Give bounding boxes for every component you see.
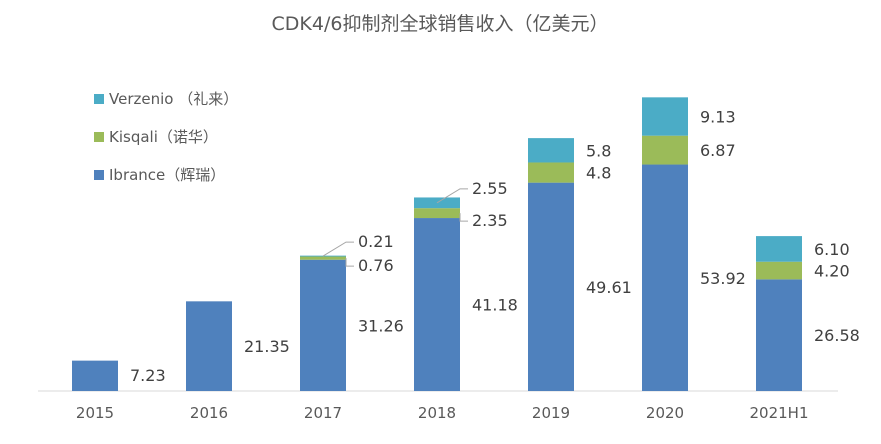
legend-label-1: Kisqali（诺华） — [109, 128, 218, 146]
data-label-2020-series-0: 53.92 — [700, 269, 746, 288]
bar-2017-series-0 — [300, 259, 346, 391]
legend-swatch-0 — [94, 94, 104, 104]
legend-label-2: Ibrance（辉瑞） — [109, 166, 225, 184]
data-label-2015-series-0: 7.23 — [130, 366, 166, 385]
legend-swatch-2 — [94, 170, 104, 180]
x-tick-2019: 2019 — [532, 404, 570, 422]
bar-2018-series-0 — [414, 218, 460, 391]
data-label-2018-series-0: 41.18 — [472, 296, 518, 315]
bar-2015-series-0 — [72, 360, 118, 391]
bar-2019-series-2 — [528, 138, 574, 163]
data-label-2017-series-1: 0.76 — [358, 256, 394, 275]
data-label-2021H1-series-0: 26.58 — [814, 326, 860, 345]
legend-swatch-1 — [94, 132, 104, 142]
leader-line — [345, 258, 354, 267]
legend: Verzenio （礼来） Kisqali（诺华） Ibrance（辉瑞） — [94, 90, 238, 184]
legend-label-0: Verzenio （礼来） — [109, 90, 238, 108]
data-label-2021H1-series-2: 6.10 — [814, 240, 850, 259]
data-label-2019-series-1: 4.8 — [586, 164, 611, 183]
data-label-2019-series-2: 5.8 — [586, 141, 611, 160]
data-label-2020-series-2: 9.13 — [700, 108, 736, 127]
bar-2018-series-1 — [414, 208, 460, 219]
x-tick-labels: 2015 2016 2017 2018 2019 2020 2021H1 — [76, 404, 809, 422]
x-tick-2021H1: 2021H1 — [750, 404, 809, 422]
bar-2020-series-0 — [642, 164, 688, 391]
bar-2019-series-0 — [528, 182, 574, 391]
bar-2020-series-1 — [642, 135, 688, 165]
bars — [72, 97, 802, 391]
data-labels: 7.23 21.35 31.26 0.76 0.21 41.18 2.35 2.55 49.61… — [130, 108, 860, 385]
x-tick-2016: 2016 — [190, 404, 228, 422]
data-label-2018-series-2: 2.55 — [472, 179, 508, 198]
bar-2021H1-series-2 — [756, 236, 802, 262]
bar-2019-series-1 — [528, 162, 574, 183]
leader-line — [436, 188, 468, 204]
data-label-2017-series-2: 0.21 — [358, 232, 394, 251]
bar-2017-series-1 — [300, 256, 346, 260]
bar-2016-series-0 — [186, 301, 232, 391]
x-tick-2018: 2018 — [418, 404, 456, 422]
x-tick-2017: 2017 — [304, 404, 342, 422]
data-label-2018-series-1: 2.35 — [472, 211, 508, 230]
bar-2021H1-series-1 — [756, 261, 802, 280]
chart-title: CDK4/6抑制剂全球销售收入（亿美元） — [272, 13, 609, 35]
data-label-2020-series-1: 6.87 — [700, 141, 736, 160]
x-tick-2015: 2015 — [76, 404, 114, 422]
leader-line — [322, 241, 354, 257]
bar-2021H1-series-0 — [756, 279, 802, 391]
data-label-2021H1-series-1: 4.20 — [814, 262, 850, 281]
x-tick-2020: 2020 — [646, 404, 684, 422]
data-label-2019-series-0: 49.61 — [586, 278, 632, 297]
leader-line — [459, 213, 468, 222]
data-label-2017-series-0: 31.26 — [358, 316, 404, 335]
data-label-2016-series-0: 21.35 — [244, 337, 290, 356]
bar-2020-series-2 — [642, 97, 688, 136]
